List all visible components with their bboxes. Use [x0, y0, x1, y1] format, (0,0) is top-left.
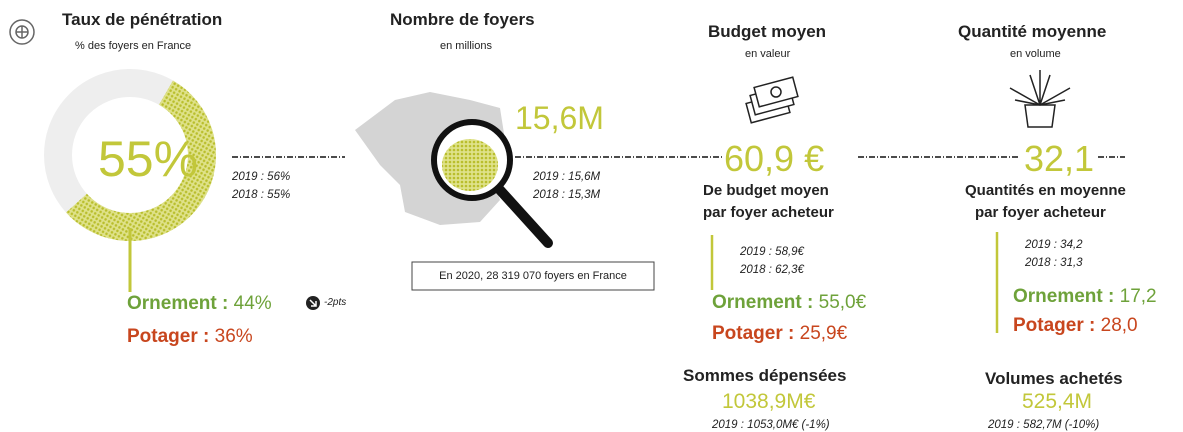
label: Ornement : [127, 293, 229, 314]
value: 60,9 € [724, 138, 825, 179]
potager: Potager : 36% [127, 326, 253, 348]
potager: Potager : 25,9€ [712, 323, 847, 345]
magnifier-icon [431, 119, 553, 248]
potager: Potager : 28,0 [1013, 315, 1138, 337]
history: 2018 : 55% [232, 189, 291, 201]
label: Ornement : [712, 292, 814, 313]
subtitle: % des foyers en France [75, 40, 192, 52]
ornement: Ornement : 44% [127, 293, 272, 315]
value: 15,6M [515, 100, 604, 136]
logo-icon [9, 19, 35, 45]
label: Ornement : [1013, 286, 1115, 307]
donut-arc [44, 69, 216, 241]
ornement: Ornement : 17,2 [1013, 286, 1157, 308]
history: 2019 : 34,2 [1025, 239, 1083, 251]
label: Potager : [1013, 315, 1096, 336]
label: Potager : [127, 326, 210, 347]
title: Nombre de foyers [390, 10, 535, 29]
caption: Quantités en moyenne [965, 182, 1126, 199]
history: 2018 : 31,3 [1025, 257, 1083, 269]
title: Budget moyen [708, 22, 827, 41]
caption: par foyer acheteur [975, 204, 1106, 221]
total-value: 525,4M [1022, 390, 1093, 413]
title: Quantité moyenne [958, 22, 1107, 41]
total-title: Volumes achetés [985, 369, 1123, 388]
history: 2019 : 15,6M [533, 171, 601, 183]
value: 17,2 [1119, 286, 1157, 307]
history: 2019 : 58,9€ [740, 246, 804, 258]
value: 36% [214, 326, 253, 347]
note-box [411, 261, 655, 291]
history: 2018 : 15,3M [533, 189, 601, 201]
value: 32,1 [1024, 138, 1095, 179]
value: 55,0€ [818, 292, 867, 313]
value: 28,0 [1100, 315, 1138, 336]
total-history: 2019 : 1053,0M€ (-1%) [712, 419, 830, 431]
plant-icon [1009, 70, 1071, 128]
donut-label: 55% [98, 131, 199, 187]
history: 2019 : 56% [232, 171, 291, 183]
subtitle: en volume [1010, 48, 1061, 60]
note: En 2020, 28 319 070 foyers en France [439, 270, 627, 282]
down-arrow-icon [306, 296, 320, 310]
history: 2018 : 62,3€ [740, 264, 804, 276]
ornement: Ornement : 55,0€ [712, 292, 866, 314]
caption: De budget moyen [703, 182, 829, 199]
money-icon [745, 76, 799, 124]
note: -2pts [324, 297, 347, 308]
total-value: 1038,9M€ [722, 390, 816, 413]
subtitle: en millions [440, 40, 492, 52]
value: 25,9€ [799, 323, 848, 344]
subtitle: en valeur [745, 48, 791, 60]
value: 44% [233, 293, 272, 314]
caption: par foyer acheteur [703, 204, 834, 221]
total-title: Sommes dépensées [683, 366, 847, 385]
total-history: 2019 : 582,7M (-10%) [988, 419, 1100, 431]
title: Taux de pénétration [62, 10, 223, 29]
label: Potager : [712, 323, 795, 344]
